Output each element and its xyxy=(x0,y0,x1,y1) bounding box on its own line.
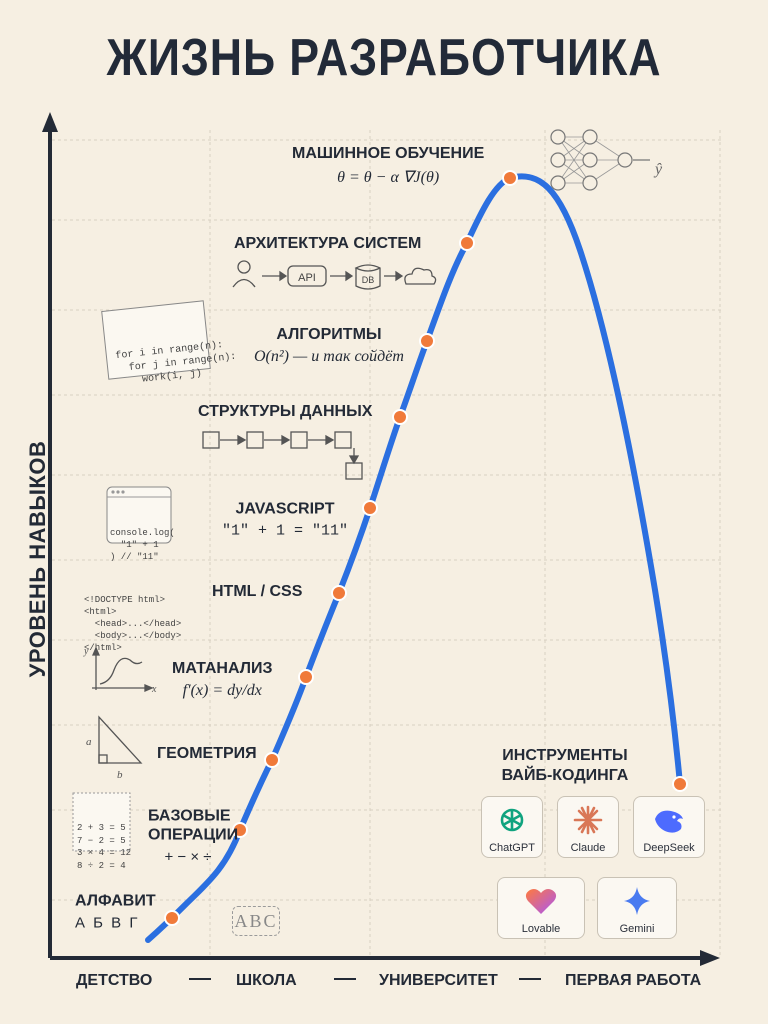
x-tick-separator xyxy=(189,978,211,980)
ml-output-label: ŷ xyxy=(653,161,663,178)
curve-point xyxy=(392,409,408,425)
console-code: console.log( "1" + 1) // "11" xyxy=(110,528,175,562)
nn-edge xyxy=(557,136,591,184)
console-window xyxy=(106,486,172,544)
stage-javascript: JAVASCRIPT "1" + 1 = "11" xyxy=(222,500,349,540)
html-code: <!DOCTYPE html> <html> <head>...</head> <… xyxy=(84,595,182,653)
claude-icon xyxy=(573,805,603,835)
curve-points xyxy=(164,170,688,926)
curve-point xyxy=(672,776,688,792)
axes xyxy=(42,112,720,966)
nn-node xyxy=(550,152,566,168)
curve-point xyxy=(459,235,475,251)
architecture-diagram: API DB xyxy=(232,260,437,290)
stage-html-css: HTML / CSS xyxy=(212,583,303,600)
stage-data-structures: СТРУКТУРЫ ДАННЫХ xyxy=(198,403,373,420)
gemini-icon xyxy=(624,887,650,915)
nn-node xyxy=(550,129,566,145)
stage-geometry: ГЕОМЕТРИЯ xyxy=(157,745,257,762)
curve-point xyxy=(164,910,180,926)
x-axis-arrow-icon xyxy=(700,950,720,966)
user-icon xyxy=(237,260,251,274)
svg-text:x: x xyxy=(151,684,157,695)
tool-card-gemini: Gemini xyxy=(597,877,677,939)
x-tick-first-job: ПЕРВАЯ РАБОТА xyxy=(565,972,702,989)
chatgpt-icon xyxy=(500,808,524,832)
lovable-icon xyxy=(525,889,557,914)
x-tick-separator xyxy=(519,978,541,980)
y-axis-arrow-icon xyxy=(42,112,58,132)
svg-text:DB: DB xyxy=(362,275,375,285)
arith-note xyxy=(72,792,131,852)
curve-point xyxy=(362,500,378,516)
curve-point xyxy=(298,669,314,685)
loop-code: for i in range(n): for j in range(n): wo… xyxy=(115,340,237,389)
nn-node xyxy=(550,175,566,191)
curve-point xyxy=(232,822,248,838)
x-tick-separator xyxy=(334,978,356,980)
triangle-icon: a b xyxy=(86,715,143,781)
nn-node xyxy=(582,175,598,191)
database-icon xyxy=(354,264,381,290)
skill-curve xyxy=(145,173,683,943)
cloud-icon xyxy=(404,267,437,285)
deepseek-icon xyxy=(655,810,683,833)
curve-point xyxy=(419,333,435,349)
svg-text:API: API xyxy=(298,272,316,284)
stage-calculus: МАТАНАЛИЗ f′(x) = dy/dx xyxy=(172,660,273,699)
x-tick-childhood: ДЕТСТВО xyxy=(76,972,153,989)
loop-note xyxy=(101,300,211,380)
stage-architecture: АРХИТЕКТУРА СИСТЕМ xyxy=(234,235,422,252)
stage-ml: МАШИННОЕ ОБУЧЕНИЕ θ = θ − α ∇J(θ) xyxy=(292,145,485,186)
function-graph-icon: y x xyxy=(83,646,157,695)
tool-card-claude: Claude xyxy=(557,796,619,858)
abc-stamp: ABC xyxy=(232,906,280,936)
stage-algorithms: АЛГОРИТМЫ O(n²) — и так сойдёт xyxy=(254,326,404,365)
nn-node xyxy=(582,129,598,145)
svg-text:a: a xyxy=(86,736,92,748)
neural-network-icon: ŷ xyxy=(550,129,663,191)
nn-node xyxy=(617,152,633,168)
tool-card-chatgpt: ChatGPT xyxy=(481,796,543,858)
page-title: ЖИЗНЬ РАЗРАБОТЧИКА xyxy=(106,29,662,87)
x-tick-school: ШКОЛА xyxy=(236,972,297,989)
stage-basic-ops: БАЗОВЫЕ ОПЕРАЦИИ + − × ÷ xyxy=(148,807,239,866)
curve-point xyxy=(331,585,347,601)
tool-card-lovable: Lovable xyxy=(497,877,585,939)
svg-text:y: y xyxy=(83,646,89,657)
stage-vibe-tools: ИНСТРУМЕНТЫ ВАЙБ-КОДИНГА xyxy=(501,747,629,784)
curve-point xyxy=(264,752,280,768)
svg-text:b: b xyxy=(117,769,123,781)
curve-point xyxy=(502,170,518,186)
stage-alphabet: АЛФАВИТ А Б В Г xyxy=(75,892,156,932)
x-tick-university: УНИВЕРСИТЕТ xyxy=(379,972,498,989)
tool-card-deepseek: DeepSeek xyxy=(633,796,705,858)
linked-list-diagram xyxy=(202,431,363,480)
y-axis-label: УРОВЕНЬ НАВЫКОВ xyxy=(25,440,50,678)
nn-node xyxy=(582,152,598,168)
